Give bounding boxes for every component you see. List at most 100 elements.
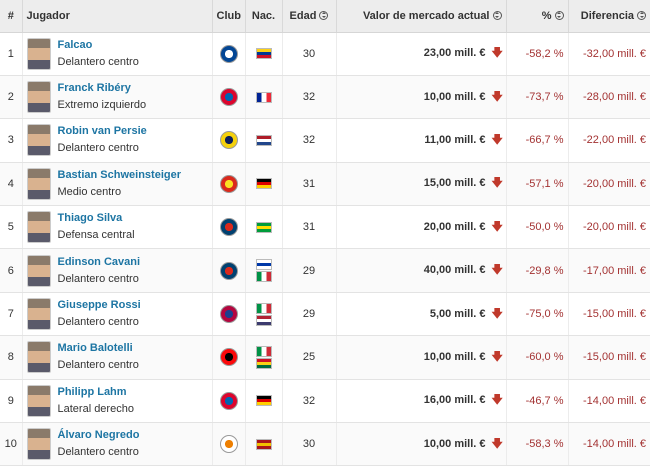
market-value-cell: 20,00 mill. € 🡇 — [335, 205, 506, 250]
table-row: 3 Robin van Persie Delantero centro 32 1… — [0, 118, 650, 163]
col-header-diff[interactable]: Diferencia — [567, 0, 650, 33]
player-cell: Falcao Delantero centro — [21, 32, 212, 76]
nationality-cell — [244, 118, 282, 163]
club-cell — [211, 335, 245, 380]
bayern-crest-icon[interactable] — [219, 88, 238, 107]
arrow-down-icon: 🡇 — [491, 90, 503, 103]
player-photo[interactable] — [26, 124, 51, 157]
valencia-crest-icon[interactable] — [219, 435, 238, 454]
player-name-link[interactable]: Mario Balotelli — [57, 342, 133, 355]
player-name-link[interactable]: Falcao — [57, 38, 93, 51]
nationality-cell — [244, 75, 282, 120]
italy-flag-icon — [255, 271, 272, 283]
value-difference: -17,00 mill. € — [567, 248, 650, 293]
sort-icon[interactable] — [554, 10, 564, 20]
nationality-cell — [244, 335, 282, 380]
player-name-link[interactable]: Thiago Silva — [57, 212, 123, 225]
psg-crest-icon[interactable] — [219, 261, 238, 280]
club-cell — [211, 248, 245, 293]
player-photo[interactable] — [26, 254, 51, 287]
market-value: 16,00 mill. € — [423, 394, 486, 407]
player-position: Medio centro — [57, 185, 122, 198]
col-header-pct[interactable]: % — [505, 0, 568, 33]
col-header-value[interactable]: Valor de mercado actual — [335, 0, 506, 33]
player-name-link[interactable]: Álvaro Negredo — [57, 429, 140, 442]
arrow-down-icon: 🡇 — [491, 133, 503, 146]
player-name-link[interactable]: Giuseppe Rossi — [57, 299, 141, 312]
player-cell: Giuseppe Rossi Delantero centro — [21, 292, 212, 337]
player-photo[interactable] — [26, 211, 51, 244]
psg-crest-icon[interactable] — [219, 218, 238, 237]
table-row: 2 Franck Ribéry Extremo izquierdo 32 10,… — [0, 75, 650, 120]
col-header-value-label: Valor de mercado actual — [362, 9, 490, 22]
player-photo[interactable] — [26, 428, 51, 461]
italy-flag-icon — [255, 302, 272, 314]
market-value: 20,00 mill. € — [423, 220, 486, 233]
age-cell: 31 — [281, 205, 336, 250]
player-name-link[interactable]: Robin van Persie — [57, 125, 147, 138]
sort-icon[interactable] — [637, 10, 646, 20]
fenerbahce-crest-icon[interactable] — [219, 131, 238, 150]
colombia-flag-icon — [255, 48, 272, 60]
club-cell — [211, 379, 245, 424]
col-header-age[interactable]: Edad — [281, 0, 336, 33]
age-cell: 29 — [281, 248, 336, 293]
player-name-link[interactable]: Philipp Lahm — [57, 385, 127, 398]
uruguay-flag-icon — [255, 259, 272, 271]
player-photo[interactable] — [26, 37, 51, 70]
player-name-link[interactable]: Edinson Cavani — [57, 255, 141, 268]
arrow-down-icon: 🡇 — [491, 437, 503, 450]
arrow-down-icon: 🡇 — [491, 47, 503, 60]
percent-change: -58,2 % — [505, 32, 568, 76]
percent-change: -46,7 % — [505, 379, 568, 424]
row-number: 6 — [0, 248, 22, 293]
player-photo[interactable] — [26, 167, 51, 200]
sort-icon[interactable] — [319, 10, 329, 20]
table-row: 4 Bastian Schweinsteiger Medio centro 31… — [0, 162, 650, 207]
col-header-diff-label: Diferencia — [580, 9, 634, 22]
table-header: # Jugador Club Nac. Edad Valor de mercad… — [0, 0, 650, 33]
arrow-down-icon: 🡇 — [491, 220, 503, 233]
market-value: 10,00 mill. € — [423, 350, 486, 363]
player-name-link[interactable]: Bastian Schweinsteiger — [57, 168, 182, 181]
player-cell: Mario Balotelli Delantero centro — [21, 335, 212, 380]
player-photo[interactable] — [26, 384, 51, 417]
club-cell — [211, 422, 245, 466]
col-header-age-label: Edad — [289, 9, 317, 22]
value-difference: -32,00 mill. € — [567, 32, 650, 76]
age-cell: 25 — [281, 335, 336, 380]
row-number: 5 — [0, 205, 22, 250]
levante-crest-icon[interactable] — [219, 305, 238, 324]
ac-milan-crest-icon[interactable] — [219, 348, 238, 367]
table-row: 7 Giuseppe Rossi Delantero centro 29 5,0… — [0, 292, 650, 337]
nationality-cell — [244, 379, 282, 424]
row-number: 7 — [0, 292, 22, 337]
club-cell — [211, 205, 245, 250]
player-photo[interactable] — [26, 341, 51, 374]
chelsea-crest-icon[interactable] — [219, 44, 238, 63]
percent-change: -57,1 % — [505, 162, 568, 207]
market-value-cell: 23,00 mill. € 🡇 — [335, 32, 506, 76]
player-cell: Bastian Schweinsteiger Medio centro — [21, 162, 212, 207]
sort-icon[interactable] — [492, 10, 502, 20]
market-value-cell: 5,00 mill. € 🡇 — [335, 292, 506, 337]
player-cell: Thiago Silva Defensa central — [21, 205, 212, 250]
market-value-cell: 15,00 mill. € 🡇 — [335, 162, 506, 207]
manchester-united-crest-icon[interactable] — [219, 174, 238, 193]
value-difference: -28,00 mill. € — [567, 75, 650, 120]
player-cell: Franck Ribéry Extremo izquierdo — [21, 75, 212, 120]
player-photo[interactable] — [26, 298, 51, 331]
france-flag-icon — [255, 91, 272, 103]
table-row: 6 Edinson Cavani Delantero centro 29 40,… — [0, 248, 650, 293]
bayern-crest-icon[interactable] — [219, 391, 238, 410]
player-photo[interactable] — [26, 81, 51, 114]
player-name-link[interactable]: Franck Ribéry — [57, 82, 131, 95]
player-position: Extremo izquierdo — [57, 99, 147, 112]
player-position: Delantero centro — [57, 316, 139, 329]
italy-flag-icon — [255, 345, 272, 357]
percent-change: -29,8 % — [505, 248, 568, 293]
club-cell — [211, 118, 245, 163]
row-number: 8 — [0, 335, 22, 380]
col-header-player[interactable]: Jugador — [21, 0, 212, 33]
market-value: 11,00 mill. € — [424, 133, 486, 146]
